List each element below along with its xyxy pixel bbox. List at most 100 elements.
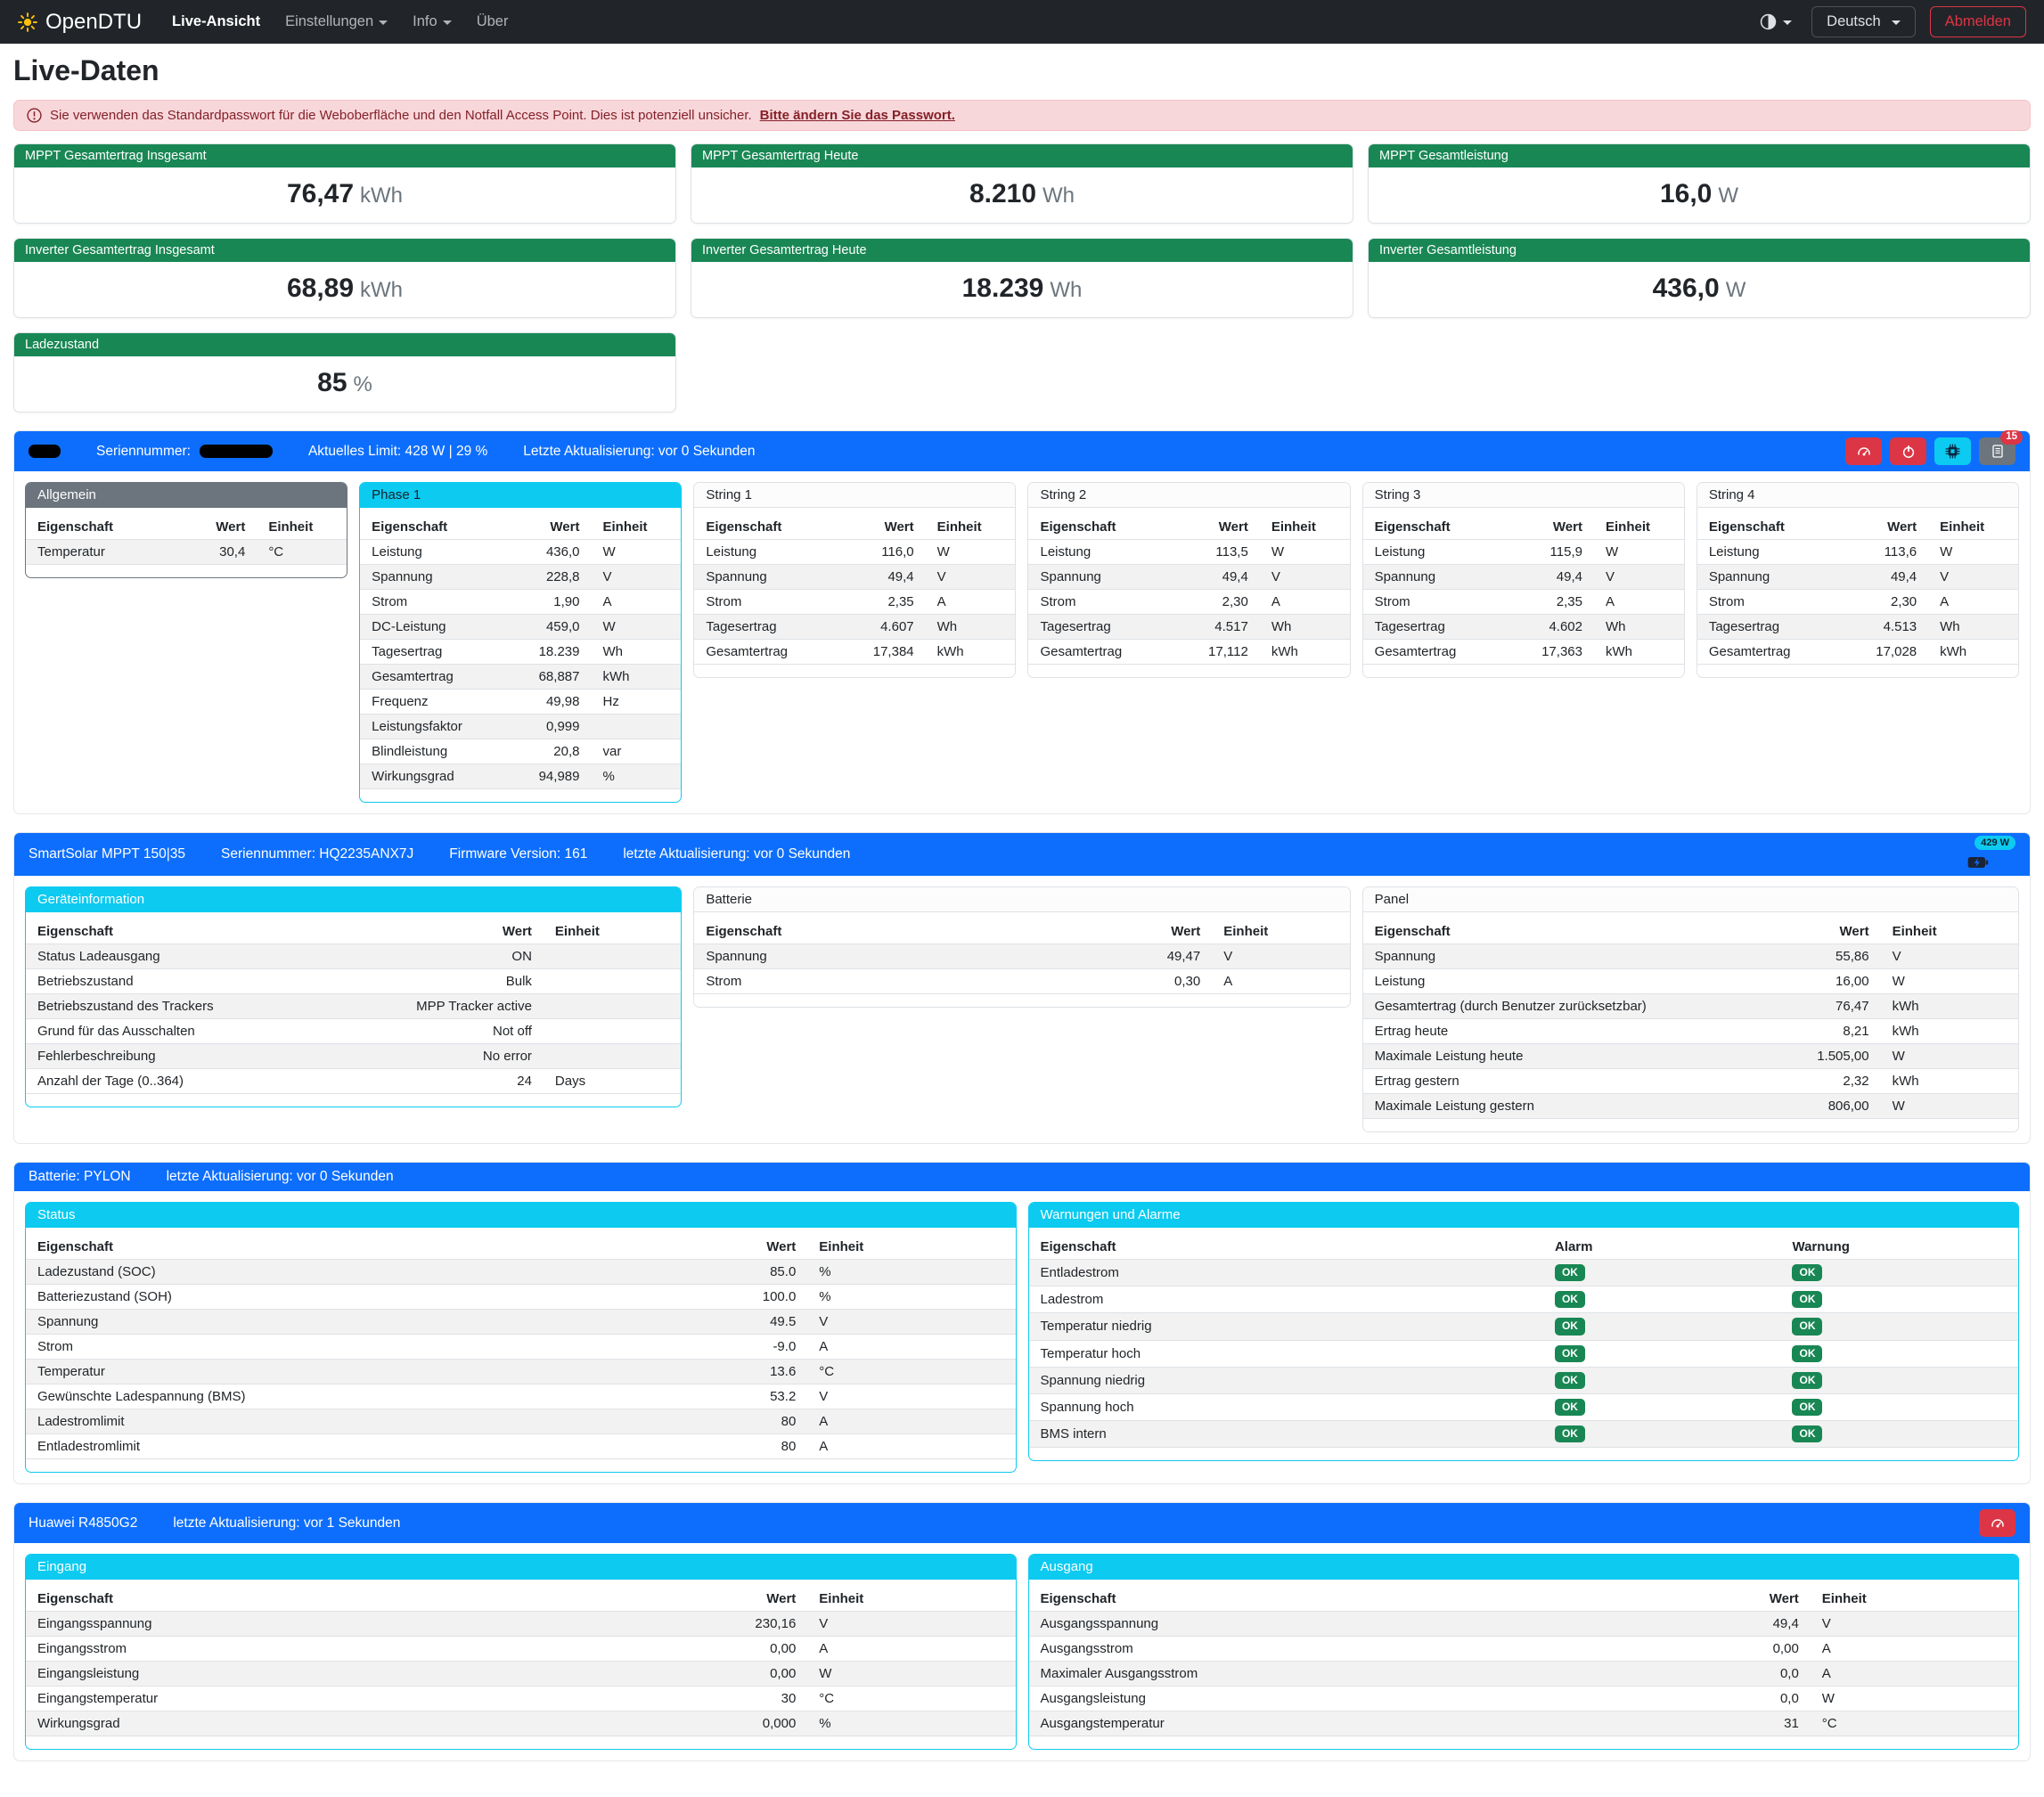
property-value: 4.607 <box>838 614 926 640</box>
victron-status: 429 W <box>1966 836 2015 870</box>
ok-badge: OK <box>1792 1318 1823 1335</box>
huawei-header-bar: Huawei R4850G2 letzte Aktualisierung: vo… <box>14 1503 2030 1543</box>
device-info-button[interactable] <box>1934 437 1971 465</box>
power-button[interactable] <box>1890 437 1926 465</box>
property-value: 806,00 <box>1775 1093 1881 1119</box>
status-cell: OK <box>1542 1312 1781 1341</box>
column-header: Wert <box>653 1235 808 1260</box>
status-cell: OK <box>1542 1286 1781 1314</box>
table-row: Eingangsstrom 0,00 A <box>26 1636 1016 1662</box>
property-label: Ertrag heute <box>1362 1018 1776 1044</box>
table-row: Betriebszustand Bulk <box>26 968 682 994</box>
table-header-row: Eigenschaft Wert Einheit <box>26 515 347 540</box>
property-value: 0,0 <box>1633 1661 1811 1687</box>
property-label: Tagesertrag <box>1362 614 1507 640</box>
language-select[interactable]: Deutsch <box>1811 6 1916 37</box>
limit-settings-button[interactable] <box>1845 437 1882 465</box>
table-row: Leistung 115,9 W <box>1362 539 1684 565</box>
table-row: Tagesertrag 4.602 Wh <box>1362 614 1684 640</box>
status-cell: OK <box>1542 1367 1781 1394</box>
ok-badge: OK <box>1554 1264 1585 1282</box>
property-label: Ausgangsstrom <box>1028 1636 1634 1662</box>
property-label: Leistung <box>1362 539 1507 565</box>
property-value: 30,4 <box>176 539 258 565</box>
panel-table: Eigenschaft Wert Einheit Spannung 55,86 V Leis… <box>1362 919 2018 1119</box>
ok-badge: OK <box>1792 1344 1823 1362</box>
status-cell: OK <box>1780 1312 2018 1341</box>
property-unit: % <box>807 1711 1016 1736</box>
table-row: Maximaler Ausgangsstrom 0,0 A <box>1028 1661 2018 1687</box>
table-row: Leistung 436,0 W <box>360 539 682 565</box>
summary-cards: MPPT Gesamtertrag Insgesamt 76,47 kWh MPP… <box>13 143 2031 412</box>
property-label: Spannung <box>1362 943 1776 969</box>
property-value: 459,0 <box>508 614 592 640</box>
property-unit: Wh <box>1928 614 2018 640</box>
status-table: Eigenschaft Wert Einheit Ladezustand (SOC) 8… <box>26 1235 1016 1459</box>
table-header-row: Eigenschaft Wert Einheit <box>1028 1587 2018 1612</box>
table-row: Ausgangsspannung 49,4 V <box>1028 1611 2018 1637</box>
theme-toggle-button[interactable] <box>1754 12 1797 31</box>
property-unit: A <box>1928 589 2018 615</box>
change-password-link[interactable]: Bitte ändern Sie das Passwort. <box>759 108 955 123</box>
property-label: Ausgangsleistung <box>1028 1686 1634 1711</box>
nav-item-einstellungen[interactable]: Einstellungen <box>285 13 388 30</box>
nav-item-info[interactable]: Info <box>413 13 452 30</box>
property-label: Tagesertrag <box>1028 614 1173 640</box>
column-header: Wert <box>1840 515 1929 540</box>
property-value: 230,16 <box>566 1611 808 1637</box>
table-header-row: Eigenschaft Wert Einheit <box>694 515 1016 540</box>
property-value: 80 <box>653 1434 808 1459</box>
column-header: Eigenschaft <box>1362 515 1507 540</box>
column-header: Einheit <box>1810 1587 2018 1612</box>
property-label: Strom <box>1362 589 1507 615</box>
panel-title: Warnungen und Alarme <box>1028 1203 2018 1228</box>
inverter-limit: Aktuelles Limit: 428 W | 29 % <box>307 443 488 459</box>
table-row: Leistung 113,6 W <box>1697 539 2018 565</box>
brand-openDTU[interactable]: OpenDTU <box>18 10 142 35</box>
property-label: Gewünschte Ladespannung (BMS) <box>26 1384 654 1409</box>
card-title: MPPT Gesamtertrag Insgesamt <box>14 144 675 167</box>
property-unit <box>591 714 682 739</box>
status-cell: OK <box>1780 1420 2018 1449</box>
panel-eingang: Eingang Eigenschaft Wert Einheit Eingangssp… <box>25 1554 1017 1750</box>
victron-firmware: Firmware Version: 161 <box>449 846 588 862</box>
table-row: Wirkungsgrad 0,000% <box>26 1711 1016 1736</box>
logout-button[interactable]: Abmelden <box>1929 6 2026 37</box>
property-value: 0,999 <box>508 714 592 739</box>
pylon-section: Batterie: PYLON letzte Aktualisierung: v… <box>13 1162 2031 1484</box>
panel-title: Ausgang <box>1028 1555 2018 1580</box>
table-row: Gewünschte Ladespannung (BMS) 53.2 V <box>26 1384 1016 1409</box>
property-unit <box>543 993 682 1019</box>
property-label: Batteriezustand (SOH) <box>26 1284 654 1310</box>
column-header: Eigenschaft <box>694 515 838 540</box>
nav-item-live-ansicht[interactable]: Live-Ansicht <box>172 13 261 29</box>
nav-item-ueber[interactable]: Über <box>476 13 509 29</box>
status-cell: OK <box>1780 1393 2018 1422</box>
batterie-table: Eigenschaft Wert Einheit Spannung 49,47 V Stro… <box>694 919 1350 994</box>
column-header: Wert <box>1023 919 1213 944</box>
sun-icon <box>18 12 37 32</box>
table-row: Strom 0,30 A <box>694 968 1350 994</box>
geraeteinformation-table: Eigenschaft Wert Einheit Status Ladeausgang… <box>26 919 682 1094</box>
column-header: Wert <box>508 515 592 540</box>
property-value: 94,989 <box>508 764 592 789</box>
property-unit: kWh <box>1259 639 1350 665</box>
table-row: Tagesertrag 4.607 Wh <box>694 614 1016 640</box>
table-header-row: Eigenschaft Wert Einheit <box>26 1587 1016 1612</box>
property-value: 113,6 <box>1840 539 1929 565</box>
table-row: Spannung 228,8 V <box>360 564 682 590</box>
table-row: Strom -9.0 A <box>26 1334 1016 1360</box>
property-value: 0,00 <box>566 1636 808 1662</box>
table-row: Status Ladeausgang ON <box>26 943 682 969</box>
event-log-button[interactable]: 15 <box>1979 430 2023 465</box>
property-unit <box>543 943 682 969</box>
table-row: Batteriezustand (SOH) 100.0% <box>26 1284 1016 1310</box>
table-row: Leistung 116,0 W <box>694 539 1016 565</box>
panel-warnungen-alarme: Warnungen und Alarme Eigenschaft Alarm War… <box>1027 1202 2019 1462</box>
property-value: No error <box>331 1043 544 1069</box>
huawei-limit-button[interactable] <box>1979 1509 2015 1537</box>
property-unit: °C <box>1810 1711 2018 1736</box>
table-row: Leistung 16,00 W <box>1362 968 2018 994</box>
property-unit: % <box>591 764 682 789</box>
property-unit: °C <box>807 1686 1016 1711</box>
